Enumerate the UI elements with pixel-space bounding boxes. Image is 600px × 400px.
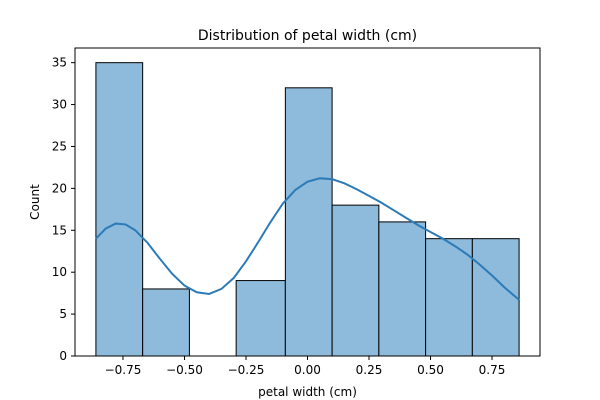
x-tick-label: 0.75 bbox=[479, 363, 506, 377]
histogram-bar bbox=[95, 62, 144, 357]
y-tick-label: 5 bbox=[59, 307, 67, 321]
histogram-bar bbox=[235, 280, 286, 357]
histogram-bar bbox=[142, 288, 190, 357]
y-axis-label: Count bbox=[28, 184, 42, 220]
x-axis: −0.75 −0.50 −0.25 0.00 0.25 0.50 0.75 bbox=[105, 356, 506, 377]
x-tick-label: −0.25 bbox=[228, 363, 265, 377]
chart-title: Distribution of petal width (cm) bbox=[198, 28, 417, 44]
y-tick-label: 35 bbox=[52, 56, 67, 70]
histogram-bar bbox=[425, 238, 473, 357]
y-tick-label: 15 bbox=[52, 223, 67, 237]
kde-line bbox=[95, 177, 520, 301]
x-axis-label: petal width (cm) bbox=[258, 385, 357, 399]
y-tick-label: 25 bbox=[52, 139, 67, 153]
histogram-bar bbox=[471, 238, 520, 357]
x-tick-label: 0.50 bbox=[417, 363, 444, 377]
y-tick-label: 30 bbox=[52, 98, 67, 112]
x-tick-label: −0.75 bbox=[105, 363, 142, 377]
histogram-bar bbox=[378, 221, 427, 357]
histogram-bar bbox=[284, 87, 333, 357]
x-tick-label: −0.50 bbox=[166, 363, 203, 377]
y-tick-label: 0 bbox=[59, 349, 67, 363]
y-tick-label: 20 bbox=[52, 181, 67, 195]
histogram-bar bbox=[331, 204, 380, 357]
y-axis: 0 5 10 15 20 25 30 35 bbox=[52, 56, 75, 363]
y-tick-label: 10 bbox=[52, 265, 67, 279]
bars-group bbox=[95, 62, 520, 357]
x-tick-label: 0.25 bbox=[356, 363, 383, 377]
x-tick-label: 0.00 bbox=[294, 363, 321, 377]
